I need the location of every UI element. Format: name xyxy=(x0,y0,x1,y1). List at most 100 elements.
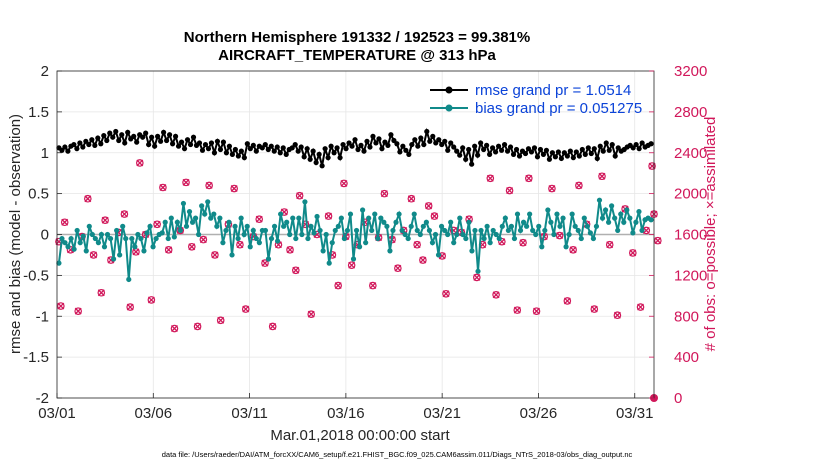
rmse-point xyxy=(71,141,77,148)
rmse-point xyxy=(648,141,654,147)
obs-assimilated-marker xyxy=(120,210,128,218)
bias-point xyxy=(381,219,387,225)
x-tick-label: 03/31 xyxy=(616,405,654,422)
bias-point xyxy=(214,223,220,229)
rmse-point xyxy=(241,155,247,161)
obs-possible-marker xyxy=(324,212,333,220)
rmse-point xyxy=(594,155,600,162)
obs-possible-marker xyxy=(97,288,106,297)
bias-point xyxy=(596,197,603,203)
bias-point xyxy=(481,235,487,242)
bias-point xyxy=(250,227,256,234)
obs-assimilated-marker xyxy=(348,261,356,269)
bias-point xyxy=(350,256,357,262)
rmse-point xyxy=(238,148,244,154)
obs-possible-marker xyxy=(505,186,514,195)
rmse-point xyxy=(232,146,238,153)
bias-point xyxy=(86,223,92,229)
bias-point xyxy=(414,227,420,234)
obs-assimilated-marker xyxy=(598,172,606,180)
bias-point xyxy=(457,215,463,221)
obs-point xyxy=(132,248,140,256)
bias-point xyxy=(241,231,247,238)
obs-point xyxy=(486,174,495,183)
obs-assimilated-marker xyxy=(525,174,533,182)
rmse-point xyxy=(319,163,325,169)
footer-data-file: data file: /Users/raeder/DAI/ATM_forcXX/… xyxy=(162,450,633,459)
bias-point xyxy=(442,227,448,234)
obs-assimilated-marker xyxy=(442,290,450,298)
rmse-point xyxy=(322,146,328,152)
rmse-point xyxy=(110,134,116,140)
rmse-point xyxy=(235,153,241,159)
obs-point xyxy=(629,249,637,257)
bias-point xyxy=(317,227,323,234)
rmse-point xyxy=(495,143,502,149)
rmse-point xyxy=(292,141,298,148)
obs-point xyxy=(136,159,144,167)
rmse-point xyxy=(373,140,379,146)
bias-point xyxy=(326,260,332,266)
bias-point xyxy=(335,223,341,229)
bias-point xyxy=(542,227,548,234)
obs-assimilated-marker xyxy=(613,311,621,319)
bias-point xyxy=(320,248,326,254)
obs-point xyxy=(216,316,225,325)
rmse-point xyxy=(95,135,101,141)
obs-assimilated-marker xyxy=(513,306,521,314)
obs-possible-marker xyxy=(216,316,225,325)
obs-assimilated-marker xyxy=(340,179,348,187)
rmse-point xyxy=(155,133,161,139)
obs-point xyxy=(334,281,342,290)
bias-point xyxy=(168,215,174,221)
rmse-point xyxy=(442,138,448,144)
rmse-point xyxy=(370,133,376,139)
obs-point xyxy=(286,246,294,254)
obs-possible-marker xyxy=(199,235,208,244)
rmse-point xyxy=(77,140,83,146)
obs-possible-marker xyxy=(255,215,264,223)
obs-possible-marker xyxy=(295,191,304,200)
rmse-point xyxy=(475,152,481,158)
rmse-point xyxy=(636,146,642,152)
y-right-tick-label: 400 xyxy=(674,349,699,366)
y-left-tick-label: 0 xyxy=(41,227,49,244)
obs-possible-marker xyxy=(286,246,294,254)
bias-point xyxy=(590,235,597,242)
obs-assimilated-marker xyxy=(606,241,614,249)
y-right-tick-label: 800 xyxy=(674,308,699,325)
rmse-point xyxy=(175,143,182,149)
obs-possible-marker xyxy=(120,210,129,218)
rmse-point xyxy=(355,146,361,153)
obs-point xyxy=(182,178,190,187)
rmse-series xyxy=(56,127,654,169)
bias-point xyxy=(469,248,475,254)
obs-point xyxy=(519,238,527,247)
rmse-point xyxy=(415,143,421,149)
bias-point xyxy=(578,235,584,242)
rmse-point xyxy=(172,133,179,139)
obs-possible-marker xyxy=(236,240,244,249)
obs-point xyxy=(380,189,389,198)
bias-point xyxy=(624,207,630,213)
rmse-point xyxy=(436,137,442,143)
bias-point xyxy=(226,219,232,225)
rmse-point xyxy=(143,130,149,136)
obs-possible-marker xyxy=(153,220,161,229)
rmse-point xyxy=(149,134,155,140)
y-right-tick-label: 2800 xyxy=(674,104,707,121)
rmse-point xyxy=(301,154,307,160)
obs-assimilated-marker xyxy=(182,178,190,186)
obs-point xyxy=(295,191,304,200)
obs-possible-marker xyxy=(136,159,144,167)
obs-assimilated-marker xyxy=(159,184,167,191)
x-tick-label: 03/21 xyxy=(423,405,461,422)
obs-possible-marker xyxy=(147,296,156,304)
rmse-point xyxy=(161,129,167,135)
rmse-point xyxy=(546,156,553,162)
obs-point xyxy=(654,236,662,245)
bias-point xyxy=(253,235,259,242)
rmse-point xyxy=(492,149,499,155)
obs-point xyxy=(230,184,238,193)
obs-assimilated-marker xyxy=(188,243,196,251)
